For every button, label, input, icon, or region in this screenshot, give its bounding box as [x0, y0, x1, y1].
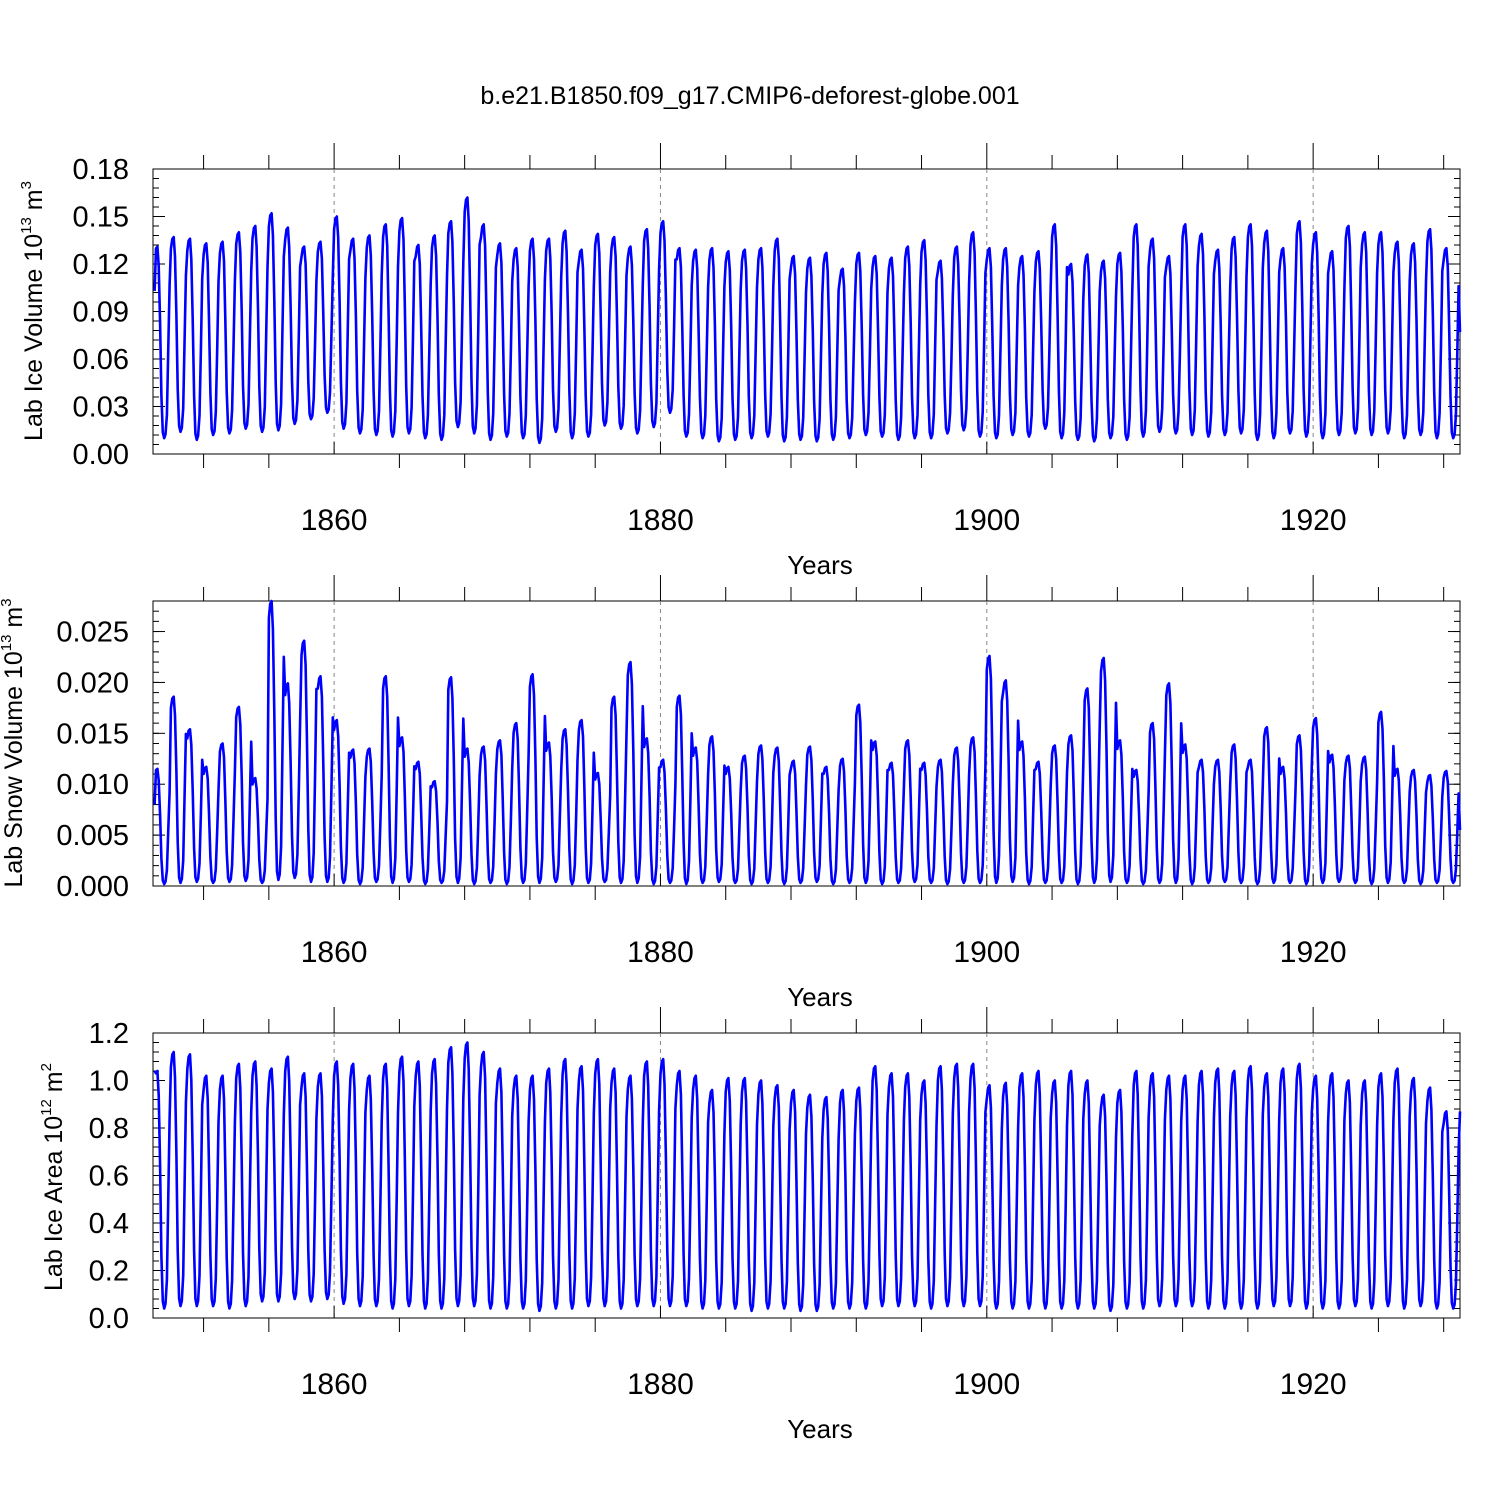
x-tick-label: 1920 — [1280, 936, 1347, 969]
y-axis-label-text: Lab Ice Volume 10 — [20, 234, 48, 441]
x-tick-label: 1880 — [627, 504, 694, 537]
y-tick-label: 0.2 — [89, 1256, 129, 1288]
x-tick-label: 1900 — [953, 504, 1020, 537]
y-axis-label-unit: m — [20, 189, 48, 210]
x-axis-label: Years — [787, 982, 853, 1012]
series-line-ice-area — [153, 1041, 1462, 1313]
y-axis-label-unit: m — [0, 607, 28, 628]
x-tick-label: 1900 — [953, 936, 1020, 969]
y-tick-label: 0.015 — [56, 718, 129, 750]
y-axis-label-text: Lab Snow Volume 10 — [0, 651, 28, 887]
y-axis-label-unit-exponent: 2 — [38, 1063, 55, 1071]
y-tick-label: 1.2 — [89, 1018, 129, 1050]
y-tick-label: 0.000 — [56, 871, 129, 903]
y-axis-label-unit-exponent: 3 — [18, 181, 35, 189]
y-tick-label: 0.15 — [73, 202, 129, 234]
y-tick-label: 0.00 — [73, 439, 129, 471]
y-axis-label-unit: m — [40, 1071, 68, 1092]
x-axis-label: Years — [787, 550, 853, 580]
y-axis-label-unit-exponent: 3 — [0, 598, 15, 606]
x-tick-label: 1880 — [627, 1368, 694, 1401]
panel-ice-area: 0.0 0.2 0.4 0.6 0.8 1.0 1.2 1860 1880 1900 1920 Y… — [38, 1007, 1462, 1444]
y-tick-label: 0.09 — [73, 297, 129, 329]
y-tick-label: 0.020 — [56, 667, 129, 699]
y-tick-label: 0.005 — [56, 820, 129, 852]
y-tick-label: 0.0 — [89, 1303, 129, 1335]
y-axis-label: Lab Ice Volume 1013 m3 — [18, 181, 48, 441]
y-tick-label: 0.06 — [73, 344, 129, 376]
y-axis-label-exponent: 13 — [18, 217, 35, 234]
y-tick-label: 0.8 — [89, 1113, 129, 1145]
x-tick-label: 1880 — [627, 936, 694, 969]
y-tick-label: 0.18 — [73, 154, 129, 186]
y-axis-label: Lab Snow Volume 1013 m3 — [0, 598, 28, 887]
x-tick-label: 1900 — [953, 1368, 1020, 1401]
y-tick-label: 0.025 — [56, 617, 129, 649]
x-axis-label: Years — [787, 1414, 853, 1444]
x-tick-label: 1920 — [1280, 504, 1347, 537]
series-line-snow-volume — [153, 599, 1462, 886]
y-tick-label: 1.0 — [89, 1066, 129, 1098]
panel-snow-volume: 0.000 0.005 0.010 0.015 0.020 0.025 1860 1880 1… — [0, 575, 1462, 1012]
y-axis-label: Lab Ice Area 1012 m2 — [38, 1063, 68, 1291]
series-line-ice-volume — [153, 196, 1462, 445]
x-tick-label: 1860 — [301, 504, 368, 537]
y-axis-label-exponent: 12 — [38, 1099, 55, 1116]
y-axis-label-exponent: 13 — [0, 635, 15, 652]
x-tick-label: 1920 — [1280, 1368, 1347, 1401]
figure-title: b.e21.B1850.f09_g17.CMIP6-deforest-globe… — [480, 82, 1019, 110]
y-tick-label: 0.010 — [56, 769, 129, 801]
x-tick-label: 1860 — [301, 936, 368, 969]
y-axis-label-text: Lab Ice Area 10 — [40, 1116, 68, 1291]
y-tick-label: 0.6 — [89, 1161, 129, 1193]
y-tick-label: 0.12 — [73, 249, 129, 281]
y-tick-label: 0.03 — [73, 392, 129, 424]
x-tick-label: 1860 — [301, 1368, 368, 1401]
y-tick-label: 0.4 — [89, 1208, 129, 1240]
panel-ice-volume: 0.00 0.03 0.06 0.09 0.12 0.15 0.18 1860 1880 190… — [18, 143, 1462, 580]
